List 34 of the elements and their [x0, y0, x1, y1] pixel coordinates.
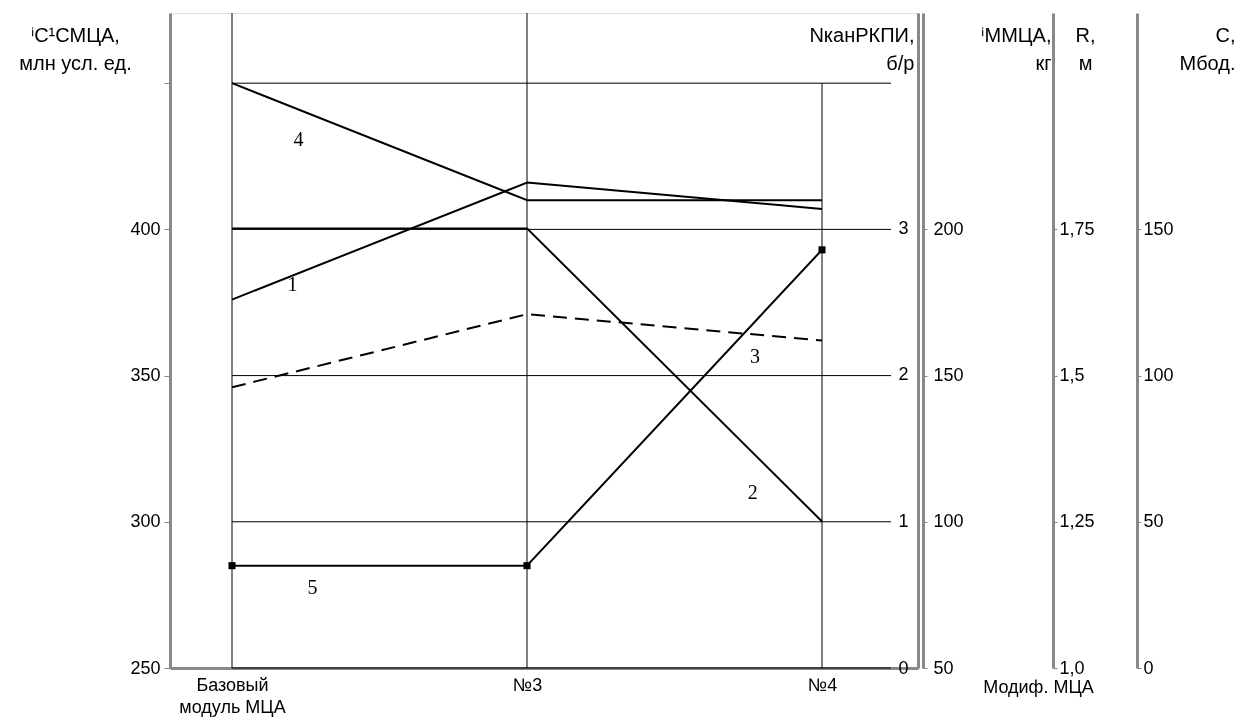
y-tick-label: 300: [130, 511, 161, 532]
x-tick-label: Базовый модуль МЦА: [179, 674, 286, 717]
y2-tick-label: 2: [898, 364, 909, 385]
x-tick-label: №3: [512, 674, 543, 695]
text: 50: [1143, 511, 1164, 532]
series-label: 4: [293, 128, 304, 151]
y3-tick-label: 150: [933, 365, 964, 386]
x-tick-label: №4: [807, 674, 838, 695]
y2-tick-label: 0: [898, 657, 909, 678]
y3-tick-label: 200: [933, 218, 964, 239]
text: 1,25: [1059, 511, 1095, 532]
y2-axis-title: NканРКПИ, б/р: [809, 23, 915, 74]
x-axis-title: Модиф. МЦА: [983, 676, 1094, 697]
y2-tick-label: 1: [898, 510, 909, 531]
series-label: 5: [307, 575, 318, 598]
text: 1,75: [1059, 218, 1095, 239]
y-tick-label: 350: [130, 365, 161, 386]
y3-axis-title: ⁱMМЦА, кг: [981, 23, 1052, 74]
y-tick-label: 250: [130, 657, 161, 678]
text: 1,5: [1059, 365, 1085, 386]
text: C, Мбод.: [1179, 23, 1236, 74]
text: 150: [1143, 218, 1174, 239]
text: 1,0: [1059, 657, 1085, 678]
series-label: 2: [747, 480, 758, 503]
text: R, м: [1075, 23, 1096, 74]
y-axis-title: ⁱC¹СМЦА, млн усл. ед.: [19, 23, 132, 74]
y2-tick-label: 3: [898, 217, 909, 238]
y-tick-label: 400: [130, 218, 161, 239]
y3-tick-label: 100: [933, 511, 964, 532]
text: 0: [1143, 657, 1154, 678]
series-label: 3: [750, 345, 760, 368]
text: 100: [1143, 365, 1174, 386]
y3-tick-label: 50: [933, 657, 954, 678]
series-label: 1: [287, 272, 298, 295]
